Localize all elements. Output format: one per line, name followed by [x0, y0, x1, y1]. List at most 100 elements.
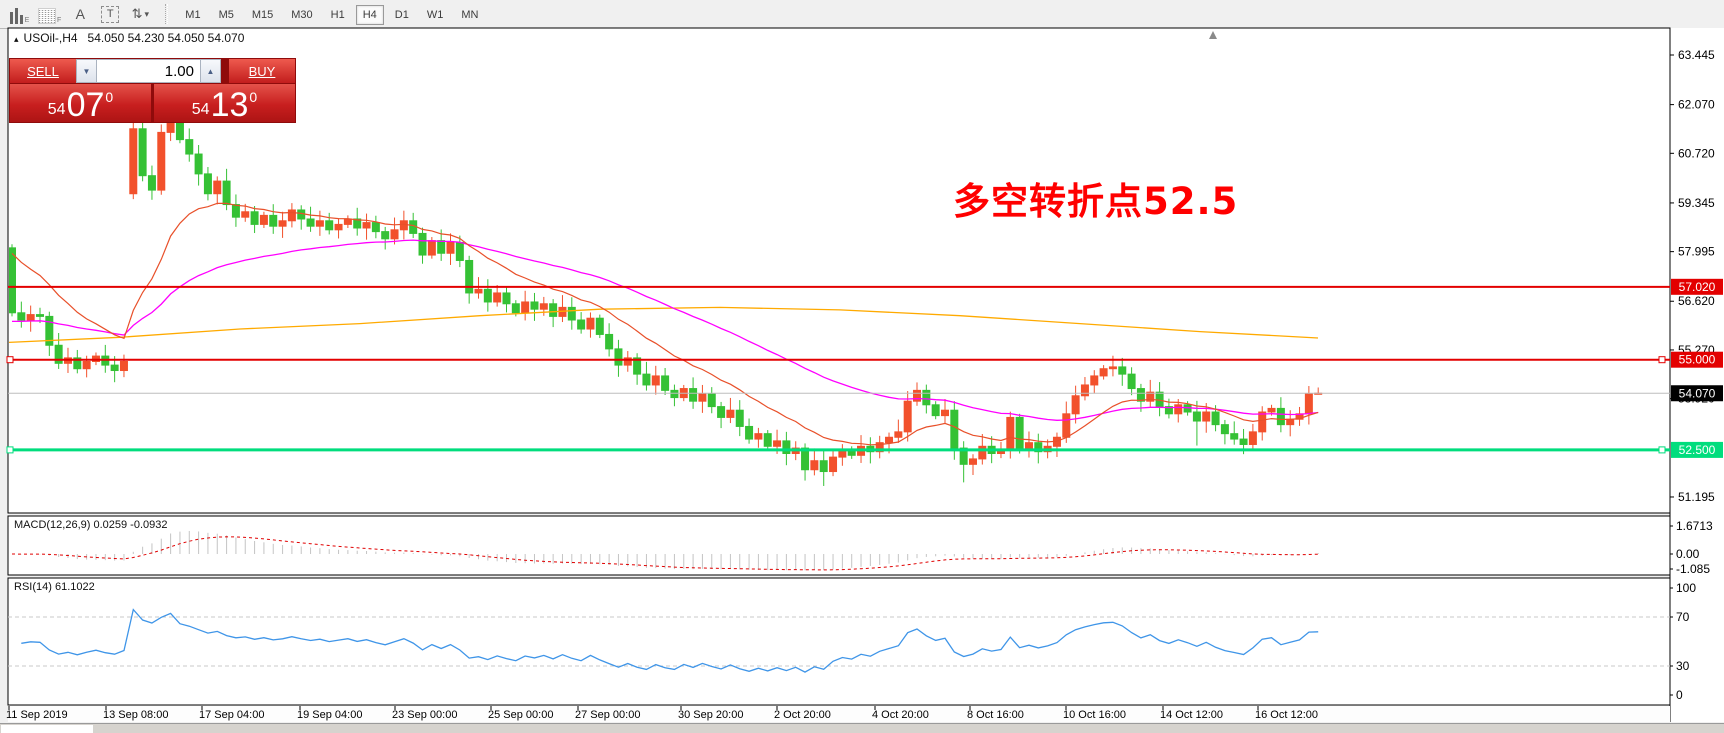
- hline-handle[interactable]: [1658, 356, 1666, 364]
- chart-shift-marker[interactable]: [1209, 31, 1217, 39]
- candle: [334, 223, 343, 231]
- candle: [1276, 407, 1285, 426]
- rsi-panel[interactable]: [7, 577, 1671, 706]
- chart-text-annotation[interactable]: 多空转折点52.5: [953, 180, 1239, 223]
- candle: [1108, 366, 1117, 370]
- candle: [689, 388, 698, 402]
- candle: [315, 220, 324, 227]
- time-axis-label: 25 Sep 00:00: [488, 709, 553, 721]
- timeframe-button-w1[interactable]: W1: [426, 9, 444, 21]
- candle: [147, 175, 156, 191]
- candle: [1071, 395, 1080, 415]
- volume-decrease-button[interactable]: ▼: [76, 59, 97, 83]
- time-axis-label: 8 Oct 16:00: [967, 709, 1024, 721]
- candle: [707, 393, 716, 408]
- buy-price[interactable]: 54 13 0: [154, 84, 295, 122]
- candle: [1230, 433, 1239, 440]
- candle: [875, 442, 884, 453]
- candle: [539, 303, 548, 310]
- macd-panel[interactable]: [7, 515, 1671, 576]
- current-price-label: [1671, 385, 1723, 402]
- time-axis-area[interactable]: [8, 706, 1670, 722]
- hline-handle[interactable]: [6, 446, 14, 454]
- macd-signal-line: [11, 536, 1319, 571]
- candle: [465, 259, 474, 294]
- timeframe-button-h4[interactable]: H4: [355, 5, 384, 25]
- candle: [54, 344, 63, 364]
- rsi-line: [21, 608, 1319, 673]
- candle: [959, 447, 968, 465]
- candle: [278, 220, 287, 227]
- text-icon[interactable]: A: [75, 6, 85, 22]
- collapse-panel-icon[interactable]: ▴: [14, 34, 19, 44]
- level-price-label: [1671, 441, 1723, 458]
- chart-title: ▴ USOil-,H4 54.050 54.230 54.050 54.070: [14, 31, 244, 45]
- indicators-icon[interactable]: E: [8, 4, 30, 24]
- timeframe-button-h1[interactable]: H1: [330, 9, 345, 21]
- candle: [1099, 368, 1108, 377]
- candle: [651, 375, 660, 386]
- text-label-icon[interactable]: T: [99, 4, 121, 24]
- time-axis-label: 23 Sep 00:00: [392, 709, 457, 721]
- candle: [931, 404, 940, 417]
- sell-price[interactable]: 54 07 0: [10, 84, 151, 122]
- ma-fast-line: [11, 202, 1319, 446]
- toolbar-separator: [165, 4, 169, 24]
- candle: [203, 173, 212, 195]
- candle: [763, 433, 772, 447]
- timeframe-button-d1[interactable]: D1: [394, 9, 409, 21]
- hline-handle[interactable]: [1658, 446, 1666, 454]
- hline-handle[interactable]: [6, 356, 14, 364]
- objects-grid-icon[interactable]: F: [38, 4, 61, 24]
- svg-text:57.020: 57.020: [1679, 280, 1716, 294]
- sell-button[interactable]: SELL: [10, 59, 76, 83]
- candle: [1090, 375, 1099, 386]
- status-strip: [0, 723, 1724, 733]
- timeframe-button-m30[interactable]: M30: [291, 9, 313, 21]
- rsi-indicator-label: RSI(14) 61.1022: [14, 581, 95, 593]
- candle: [231, 204, 240, 218]
- candle: [950, 409, 959, 449]
- candle: [1127, 373, 1136, 390]
- candle: [1015, 416, 1024, 451]
- time-axis-label: 4 Oct 20:00: [872, 709, 929, 721]
- volume-increase-button[interactable]: ▲: [200, 59, 221, 83]
- timeframe-button-m5[interactable]: M5: [218, 9, 234, 21]
- candle: [82, 360, 91, 370]
- macd-axis-label: 1.6713: [1676, 519, 1713, 533]
- svg-text:52.500: 52.500: [1679, 443, 1716, 457]
- cursor-mode-icon[interactable]: ⇅ ▾: [131, 6, 149, 21]
- time-axis-label: 14 Oct 12:00: [1160, 709, 1223, 721]
- candle: [698, 393, 707, 402]
- candle: [1136, 388, 1145, 402]
- timeframe-buttons: M1 M5 M15 M30 H1 H4 D1 W1 MN: [176, 5, 487, 25]
- candle: [9, 247, 16, 314]
- candle: [502, 292, 511, 305]
- candle: [1174, 404, 1183, 415]
- candle: [1220, 424, 1229, 435]
- candle: [474, 288, 483, 294]
- timeframe-button-mn[interactable]: MN: [461, 9, 479, 21]
- macd-axis-label: 0.00: [1676, 547, 1700, 561]
- candle: [595, 317, 604, 335]
- timeframe-button-m15[interactable]: M15: [251, 9, 274, 21]
- candle: [390, 229, 399, 240]
- candle: [726, 409, 735, 418]
- candle: [194, 153, 203, 175]
- price-axis-area[interactable]: [1670, 28, 1724, 722]
- price-tick-label: 56.620: [1678, 294, 1715, 308]
- timeframe-button-m1[interactable]: M1: [185, 9, 201, 21]
- rsi-axis-label: 100: [1676, 581, 1696, 595]
- candle: [371, 222, 380, 233]
- candle: [1118, 366, 1127, 375]
- candle: [269, 214, 278, 227]
- volume-input[interactable]: [97, 59, 200, 83]
- price-tick-label: 63.445: [1678, 48, 1715, 62]
- time-axis-label: 30 Sep 20:00: [678, 709, 743, 721]
- candle: [1258, 411, 1267, 433]
- candle: [399, 220, 408, 231]
- buy-button[interactable]: BUY: [229, 59, 295, 83]
- candle: [577, 319, 586, 330]
